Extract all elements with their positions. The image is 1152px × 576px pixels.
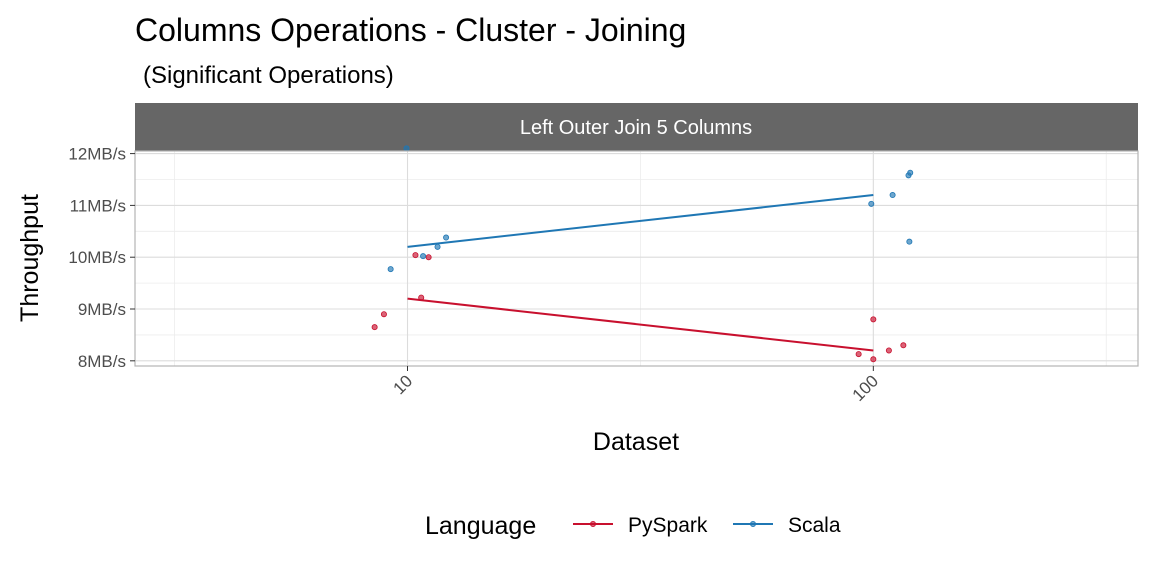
y-tick-label: 9MB/s <box>78 300 126 319</box>
data-point-pyspark <box>412 252 419 259</box>
data-point-pyspark <box>371 324 378 331</box>
data-point-pyspark <box>425 254 432 261</box>
data-point-pyspark <box>380 311 387 318</box>
facet-label: Left Outer Join 5 Columns <box>520 117 752 139</box>
data-point-scala <box>907 169 914 176</box>
data-point-pyspark <box>885 347 892 354</box>
x-tick-label: 100 <box>849 371 882 404</box>
y-tick-label: 8MB/s <box>78 352 126 371</box>
x-axis-title: Dataset <box>593 428 679 456</box>
data-point-scala <box>443 234 450 241</box>
data-point-scala <box>906 238 913 245</box>
data-point-pyspark <box>900 342 907 349</box>
series-line-pyspark <box>407 297 874 352</box>
x-tick-label: 10 <box>390 371 417 398</box>
data-point-pyspark <box>855 351 862 358</box>
data-point-pyspark <box>418 294 425 301</box>
legend: Language PySpark Scala <box>425 512 841 540</box>
legend-title: Language <box>425 512 536 540</box>
data-point-scala <box>434 243 441 250</box>
axes: 8MB/s 9MB/s 10MB/s 11MB/s 12MB/s 10 100 <box>68 145 882 405</box>
chart-title: Columns Operations - Cluster - Joining <box>135 12 686 48</box>
legend-key-scala-point <box>750 521 757 528</box>
y-axis-title: Throughput <box>16 194 44 322</box>
y-tick-label: 10MB/s <box>68 248 126 267</box>
y-tick-label: 12MB/s <box>68 145 126 164</box>
facet-strip <box>135 103 1138 151</box>
series-line-scala <box>407 194 874 248</box>
panel-border <box>134 150 1139 367</box>
data-point-scala <box>420 253 427 260</box>
data-point-pyspark <box>870 356 877 363</box>
data-point-pyspark <box>870 316 877 323</box>
grid <box>135 151 1138 366</box>
data-point-scala <box>387 266 394 273</box>
legend-label-pyspark: PySpark <box>628 514 708 537</box>
data-point-scala <box>889 192 896 199</box>
y-tick-label: 11MB/s <box>70 196 126 215</box>
chart-subtitle: (Significant Operations) <box>143 62 394 89</box>
legend-key-pyspark-point <box>590 521 597 528</box>
data-point-scala <box>868 200 875 207</box>
series-layer <box>371 145 914 363</box>
data-point-scala <box>403 145 410 152</box>
legend-label-scala: Scala <box>788 514 841 537</box>
